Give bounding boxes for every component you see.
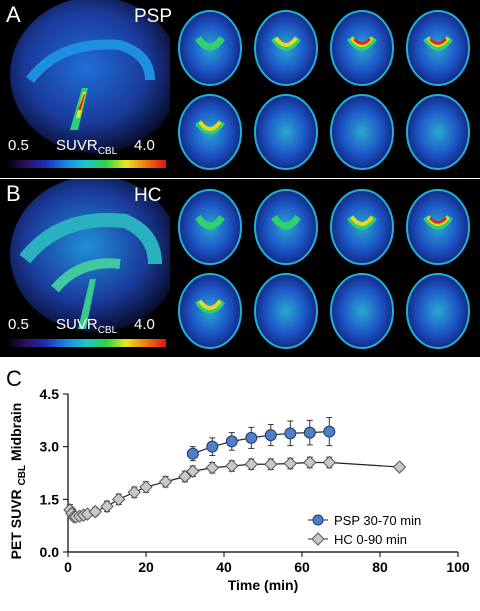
x-tick-label: 40 — [216, 559, 232, 575]
hc-data-point — [205, 461, 220, 475]
x-tick-label: 0 — [64, 559, 72, 575]
x-tick-label: 20 — [138, 559, 154, 575]
y-tick-label: 0.0 — [40, 544, 60, 560]
legend-label-hc: HC 0-90 min — [334, 532, 407, 547]
colorbar-title: SUVRCBL — [56, 137, 118, 157]
hc-axial-slice-1 — [178, 189, 242, 265]
psp-data-point — [206, 440, 219, 453]
hc-data-point — [225, 459, 239, 473]
y-tick-label: 3.0 — [40, 439, 60, 455]
panel-a-psp-images: A PSP 0.5 SUVRCBL 4.0 — [0, 0, 480, 178]
hc-data-point — [322, 455, 337, 470]
hc-group-label: HC — [134, 185, 162, 206]
hc-data-point — [127, 485, 142, 500]
psp-axial-slice-4 — [406, 10, 470, 86]
hc-data-point — [392, 460, 407, 474]
hc-data-point — [139, 480, 153, 494]
x-tick-label: 100 — [446, 559, 470, 575]
psp-data-point — [303, 426, 316, 439]
hc-sagittal-image — [10, 179, 170, 332]
panel-a-letter: A — [6, 2, 21, 27]
colorbar — [6, 160, 166, 168]
hc-data-point — [111, 492, 126, 507]
psp-data-point — [245, 431, 258, 444]
colorbar-min-label: 0.5 — [8, 316, 29, 333]
hc-data-point — [158, 475, 173, 489]
psp-axial-slice-7 — [330, 94, 394, 170]
suvr-time-chart: 0 20 40 60 80 100 0.0 1.5 3.0 4.5 Time (min) PET SU… — [8, 386, 470, 593]
hc-data-point — [186, 464, 200, 478]
y-axis-label: PET SUVR CBL Midbrain — [8, 403, 28, 560]
hc-axial-slice-2 — [254, 189, 318, 265]
hc-data-point — [264, 457, 278, 471]
panel-b-letter: B — [6, 181, 21, 206]
psp-axial-slice-1 — [178, 10, 242, 86]
colorbar-max-label: 4.0 — [134, 137, 155, 154]
psp-axial-slice-3 — [330, 10, 394, 86]
hc-axial-slice-7 — [330, 273, 394, 349]
panel-b-hc-images: B HC 0.5 SUVRCBL 4.0 — [0, 179, 480, 357]
series-line-1 — [69, 461, 400, 518]
legend-marker-hc — [311, 532, 325, 546]
legend-marker-psp — [312, 514, 324, 526]
psp-sagittal-image — [10, 0, 170, 153]
psp-data-point — [186, 447, 199, 460]
psp-data-point — [225, 435, 238, 448]
psp-axial-slice-8 — [406, 94, 470, 170]
hc-data-point — [303, 455, 317, 470]
hc-data-point — [88, 504, 103, 519]
hc-axial-slice-4 — [406, 189, 470, 265]
colorbar-title: SUVRCBL — [56, 316, 118, 336]
hc-data-point — [178, 469, 192, 484]
psp-axial-slice-5 — [178, 94, 242, 170]
y-tick-label: 1.5 — [40, 491, 60, 507]
y-tick-label: 4.5 — [40, 386, 60, 402]
hc-data-point — [100, 499, 114, 514]
panel-c-chart: C 0 20 40 60 80 100 0.0 1.5 3.0 4.5 Time (min) PET … — [0, 362, 480, 606]
hc-data-point — [283, 456, 298, 471]
hc-axial-slice-8 — [406, 273, 470, 349]
hc-data-point — [244, 457, 259, 471]
x-tick-label: 60 — [294, 559, 310, 575]
legend-label-psp: PSP 30-70 min — [334, 513, 421, 528]
psp-axial-slice-6 — [254, 94, 318, 170]
psp-data-point — [284, 427, 297, 440]
hc-axial-slice-6 — [254, 273, 318, 349]
panel-c-letter: C — [6, 366, 22, 391]
colorbar-min-label: 0.5 — [8, 137, 29, 154]
hc-axial-slice-5 — [178, 273, 242, 349]
x-axis-label: Time (min) — [228, 577, 299, 593]
psp-data-point — [264, 429, 277, 442]
x-tick-label: 80 — [372, 559, 388, 575]
psp-data-point — [323, 425, 336, 438]
psp-axial-slice-2 — [254, 10, 318, 86]
colorbar — [6, 339, 166, 347]
colorbar-max-label: 4.0 — [134, 316, 155, 333]
psp-group-label: PSP — [134, 6, 173, 27]
hc-axial-slice-3 — [330, 189, 394, 265]
